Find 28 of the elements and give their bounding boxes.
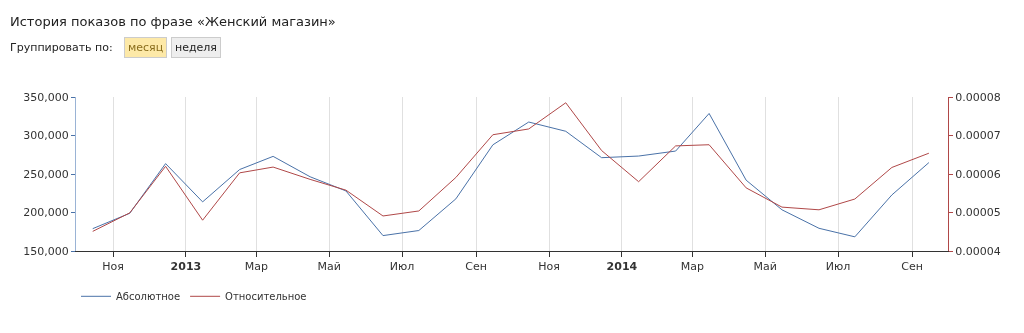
y2-tick-label: 0.00006: [955, 167, 1001, 181]
y-tick-label: 250,000: [23, 167, 69, 181]
x-tick-label: 2013: [170, 260, 202, 274]
text: неделя: [175, 41, 217, 54]
x-tick-label: Июл: [825, 260, 851, 274]
y-tick-label: 150,000: [23, 244, 69, 258]
y-tick-label: 200,000: [23, 206, 69, 220]
text: Группировать по:: [10, 41, 113, 54]
x-tick-label: Май: [753, 260, 777, 274]
x-tick-label: 2014: [606, 260, 638, 274]
x-tick-label: Сен: [465, 260, 487, 274]
y2-tick-label: 0.00007: [955, 129, 1001, 143]
y-tick-label: 300,000: [23, 129, 69, 143]
x-tick-label: Май: [317, 260, 341, 274]
x-tick-label: Мар: [680, 260, 704, 274]
x-tick-label: Ноя: [538, 260, 560, 274]
y-tick-label: 350,000: [23, 90, 69, 104]
x-tick-label: Ноя: [102, 260, 124, 274]
y2-tick-label: 0.00008: [955, 90, 1001, 104]
y2-tick-label: 0.00004: [955, 244, 1001, 258]
legend-label: Относительное: [225, 291, 307, 303]
x-tick-label: Мар: [244, 260, 268, 274]
x-tick-label: Сен: [901, 260, 923, 274]
text: месяц: [128, 41, 164, 54]
legend-label: Абсолютное: [116, 291, 181, 303]
x-tick-label: Июл: [389, 260, 415, 274]
y2-tick-label: 0.00005: [955, 206, 1001, 220]
chart-title: История показов по фразе «Женский магазин»: [10, 14, 336, 29]
